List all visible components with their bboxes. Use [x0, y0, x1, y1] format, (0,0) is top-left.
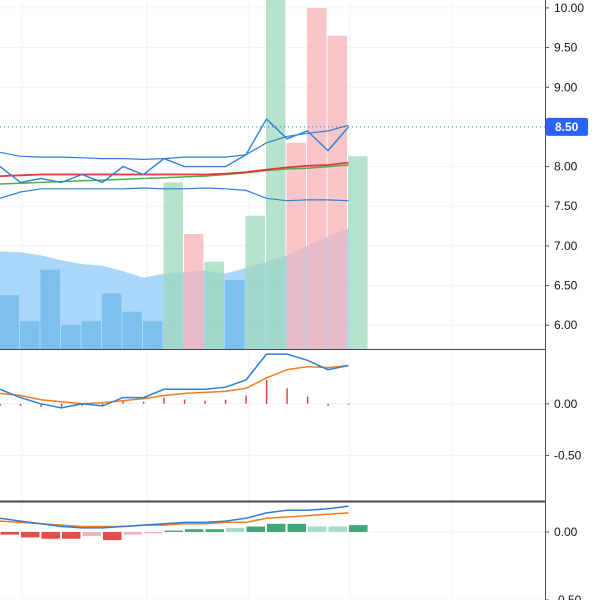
price-tick-2: 9.00 — [554, 80, 578, 94]
volume-bar-9 — [184, 233, 204, 349]
price-tick-8: 6.00 — [554, 318, 578, 332]
macd-hist-12 — [245, 395, 247, 404]
macd-hist-11 — [224, 399, 227, 404]
osc-hist-11 — [226, 527, 245, 532]
osc-hist-1 — [21, 531, 40, 538]
volume-bar-0 — [0, 295, 19, 349]
axis-background — [545, 0, 600, 600]
volume-bar-6 — [122, 311, 142, 349]
macd-hist-10 — [204, 400, 206, 404]
volume-bar-5 — [102, 293, 122, 349]
volume-bar-16 — [327, 35, 347, 350]
volume-bar-14 — [286, 142, 306, 349]
osc-tick-0: 0.00 — [554, 525, 578, 539]
osc-hist-15 — [308, 526, 327, 532]
osc-hist-12 — [246, 526, 265, 532]
volume-bar-11 — [225, 279, 245, 349]
macd-hist-2 — [40, 403, 42, 407]
macd-hist-17 — [347, 403, 350, 405]
price-tick-7: 6.50 — [554, 279, 578, 293]
osc-line-blue — [0, 505, 349, 529]
volume-bar-2 — [40, 269, 60, 349]
current-price-label: 8.50 — [555, 120, 579, 134]
macd-hist-4 — [81, 403, 83, 406]
osc-hist-13 — [267, 523, 286, 532]
bollinger-lower-line — [0, 187, 349, 202]
volume-bar-10 — [204, 261, 224, 349]
volume-bar-1 — [20, 321, 40, 349]
macd-hist-13 — [265, 380, 268, 404]
osc-hist-16 — [328, 526, 347, 532]
osc-hist-8 — [164, 530, 183, 532]
osc-hist-4 — [82, 531, 101, 537]
volume-bar-13 — [266, 0, 286, 349]
macd-hist-1 — [19, 403, 22, 406]
macd-tick-1: -0.50 — [554, 449, 582, 463]
macd-tick-0: 0.00 — [554, 397, 578, 411]
bollinger-upper-line — [0, 124, 349, 161]
macd-hist-9 — [183, 399, 186, 404]
price-tick-4: 8.00 — [554, 160, 578, 174]
price-pane[interactable] — [0, 0, 545, 350]
macd-hist-8 — [163, 397, 165, 404]
volume-bar-12 — [245, 215, 265, 349]
osc-hist-10 — [205, 529, 224, 532]
volume-bar-8 — [163, 182, 183, 349]
macd-hist-6 — [122, 400, 124, 404]
price-tick-0: 10.00 — [554, 1, 584, 15]
ma-red-line — [0, 161, 349, 177]
osc-hist-0 — [0, 531, 19, 535]
price-tick-6: 7.00 — [554, 239, 578, 253]
osc-hist-6 — [123, 531, 142, 535]
macd-hist-3 — [60, 403, 63, 408]
oscillator-pane[interactable] — [0, 505, 545, 600]
osc-hist-5 — [103, 531, 122, 541]
current-price-tag — [546, 117, 588, 136]
osc-hist-7 — [144, 531, 163, 534]
osc-hist-9 — [185, 529, 204, 532]
osc-line-orange — [0, 512, 349, 528]
close-price-line — [0, 117, 350, 184]
volume-bar-7 — [143, 321, 163, 349]
volume-bar-3 — [61, 325, 81, 349]
macd-hist-5 — [101, 403, 104, 406]
osc-tick-1: -0.50 — [554, 593, 582, 600]
macd-hist-16 — [327, 403, 329, 406]
osc-hist-2 — [41, 531, 60, 539]
macd-hist-14 — [286, 388, 288, 404]
osc-hist-14 — [287, 523, 306, 532]
macd-pane[interactable] — [0, 353, 545, 457]
macd-line — [0, 353, 349, 409]
volume-bar-4 — [81, 321, 101, 349]
price-tick-5: 7.50 — [554, 199, 578, 213]
volume-bar-17 — [348, 156, 368, 349]
volume-bar-15 — [307, 7, 327, 349]
macd-hist-7 — [142, 401, 145, 404]
osc-hist-17 — [349, 525, 368, 532]
pane-separators[interactable] — [0, 349, 600, 503]
price-axis[interactable]: 10.00 9.50 9.00 8.00 7.50 7.00 6.50 6.00 0.00 -0.… — [545, 0, 600, 600]
macd-signal-line — [0, 364, 349, 405]
price-tick-1: 9.50 — [554, 41, 578, 55]
osc-hist-3 — [62, 531, 81, 539]
macd-hist-15 — [306, 396, 309, 404]
macd-hist-0 — [0, 403, 1, 406]
